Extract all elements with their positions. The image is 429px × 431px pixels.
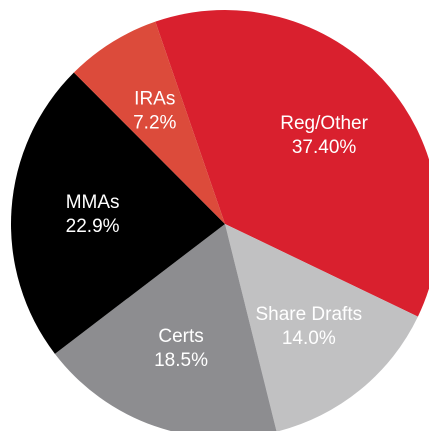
pie-slice [225, 224, 418, 431]
slice-name: IRAs [134, 88, 175, 109]
slice-name: MMAs [66, 192, 120, 213]
slice-name: Share Drafts [255, 304, 362, 325]
slice-name: Certs [158, 326, 203, 347]
slice-value-label: 14.0% [282, 328, 336, 349]
slice-value-label: 18.5% [154, 350, 208, 371]
slice-value-label: 22.9% [66, 216, 120, 237]
pie-slice [155, 10, 429, 317]
pie-slice [73, 21, 225, 224]
slice-name: Reg/Other [280, 113, 368, 134]
pie-slice [11, 72, 226, 354]
slice-value-label: 37.40% [292, 137, 357, 158]
pie-slice [54, 224, 277, 431]
slice-value-label: 7.2% [133, 112, 176, 133]
